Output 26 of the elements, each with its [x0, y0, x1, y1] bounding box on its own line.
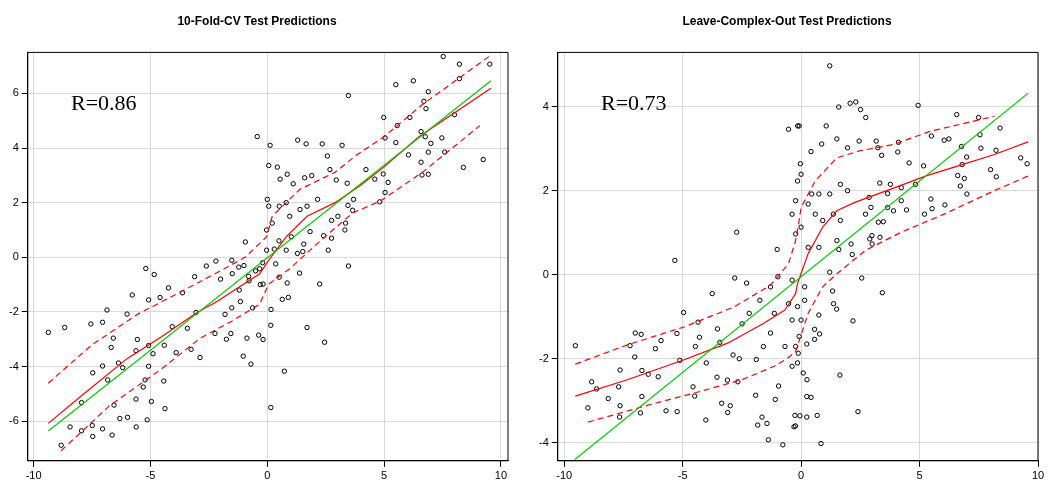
x-tick-label: -5 — [145, 469, 156, 482]
y-tick-label: -4 — [9, 359, 19, 372]
annotation: R=0.86 — [71, 90, 137, 116]
x-tick-label: 10 — [1031, 469, 1045, 482]
chart-title: 10-Fold-CV Test Predictions — [177, 13, 337, 28]
x-tick-label: 0 — [264, 469, 271, 482]
y-tick-label: 2 — [12, 195, 19, 208]
x-tick-label: -10 — [556, 469, 573, 482]
annotation: R=0.73 — [601, 90, 667, 116]
x-tick-label: 5 — [381, 469, 388, 482]
x-tick-label: 10 — [494, 469, 508, 482]
x-tick-label: -10 — [25, 469, 42, 482]
y-tick-label: -6 — [9, 414, 19, 427]
y-tick-label: -4 — [539, 435, 549, 448]
y-tick-label: 0 — [542, 267, 549, 280]
y-tick-label: 0 — [12, 250, 19, 263]
y-tick-label: -2 — [539, 351, 549, 364]
y-tick-label: 4 — [12, 141, 19, 154]
y-tick-label: 4 — [542, 99, 549, 112]
x-tick-label: 0 — [798, 469, 805, 482]
x-tick-label: 5 — [916, 469, 923, 482]
chart-title: Leave-Complex-Out Test Predictions — [682, 13, 892, 28]
y-tick-label: 6 — [12, 86, 19, 99]
y-tick-label: 2 — [542, 183, 549, 196]
y-tick-label: -2 — [9, 304, 19, 317]
x-tick-label: -5 — [677, 469, 688, 482]
